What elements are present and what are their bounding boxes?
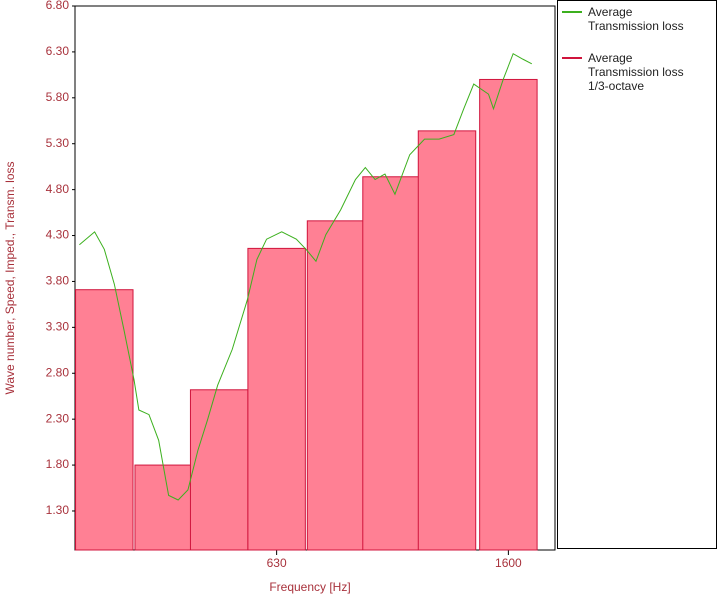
bar <box>134 464 193 551</box>
bar <box>417 130 477 551</box>
legend-swatch <box>562 11 582 13</box>
y-tick-label: 4.30 <box>46 228 70 242</box>
legend-label: Average Transmission loss <box>588 5 684 33</box>
bar <box>306 220 366 551</box>
y-tick-label: 6.30 <box>46 44 70 58</box>
y-tick-label: 5.30 <box>46 136 70 150</box>
y-axis-label: Wave number, Speed, Imped., Transm. loss <box>3 162 17 395</box>
y-tick-label: 4.80 <box>46 182 70 196</box>
legend-swatch <box>562 57 582 59</box>
y-tick-label: 1.80 <box>46 457 70 471</box>
bar <box>479 78 538 551</box>
y-tick-label: 3.30 <box>46 320 70 334</box>
y-tick-label: 6.80 <box>46 0 70 12</box>
y-tick-label: 3.80 <box>46 274 70 288</box>
y-tick-label: 2.30 <box>46 411 70 425</box>
x-tick-label: 630 <box>267 556 287 570</box>
legend-label: Average Transmission loss 1/3-octave <box>588 51 684 93</box>
legend-entry: Average Transmission loss 1/3-octave <box>558 51 696 93</box>
bar <box>189 389 249 551</box>
line <box>79 53 533 501</box>
bar <box>362 176 421 551</box>
y-tick-label: 2.80 <box>46 365 70 379</box>
x-tick-label: 1600 <box>495 556 522 570</box>
bar <box>75 289 134 551</box>
bar <box>247 247 306 551</box>
x-axis-label: Frequency [Hz] <box>269 580 350 594</box>
legend-entry: Average Transmission loss <box>558 5 696 33</box>
y-tick-label: 5.80 <box>46 90 70 104</box>
y-tick-label: 1.30 <box>46 503 70 517</box>
plot: Frequency [Hz] Wave number, Speed, Imped… <box>3 0 556 594</box>
legend: Average Transmission loss Average Transmi… <box>557 0 717 549</box>
